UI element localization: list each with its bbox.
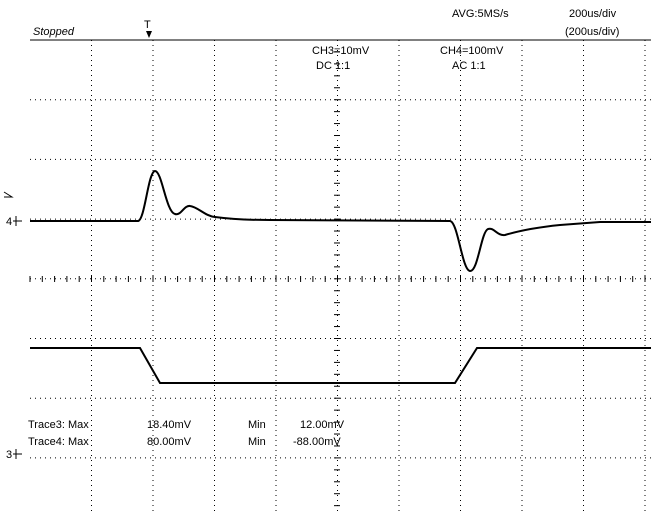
trace4-min-label: Min bbox=[248, 436, 266, 448]
trace4 bbox=[30, 169, 651, 272]
graticule bbox=[29, 39, 651, 515]
trace3-max: 18.40mV bbox=[147, 419, 192, 431]
ch3-scale: CH3=10mV bbox=[312, 45, 370, 57]
ch4-coupling: AC 1:1 bbox=[452, 60, 486, 72]
trace4-min: -88.00mV bbox=[293, 436, 341, 448]
trace4-max: 80.00mV bbox=[147, 436, 192, 448]
timebase-window: (200us/div) bbox=[565, 26, 619, 38]
trigger-level bbox=[3, 191, 14, 198]
ch4-ground bbox=[13, 216, 22, 226]
trace3-min: 12.00mV bbox=[300, 419, 345, 431]
ch3-marker: 3 bbox=[6, 449, 12, 461]
trace3 bbox=[30, 347, 651, 384]
ch4-marker: 4 bbox=[6, 216, 12, 228]
ch3-coupling: DC 1:1 bbox=[316, 60, 350, 72]
trace3-label: Trace3: Max bbox=[28, 419, 89, 431]
trace3-min-label: Min bbox=[248, 419, 266, 431]
trigger-marker: T bbox=[144, 19, 151, 31]
trace4-label: Trace4: Max bbox=[28, 436, 89, 448]
ch3-ground bbox=[13, 449, 22, 459]
timebase: 200us/div bbox=[569, 8, 617, 20]
status: Stopped bbox=[33, 26, 75, 38]
ch4-scale: CH4=100mV bbox=[440, 45, 504, 57]
trigger-arrow bbox=[146, 31, 152, 38]
sample-rate: AVG:5MS/s bbox=[452, 8, 509, 20]
